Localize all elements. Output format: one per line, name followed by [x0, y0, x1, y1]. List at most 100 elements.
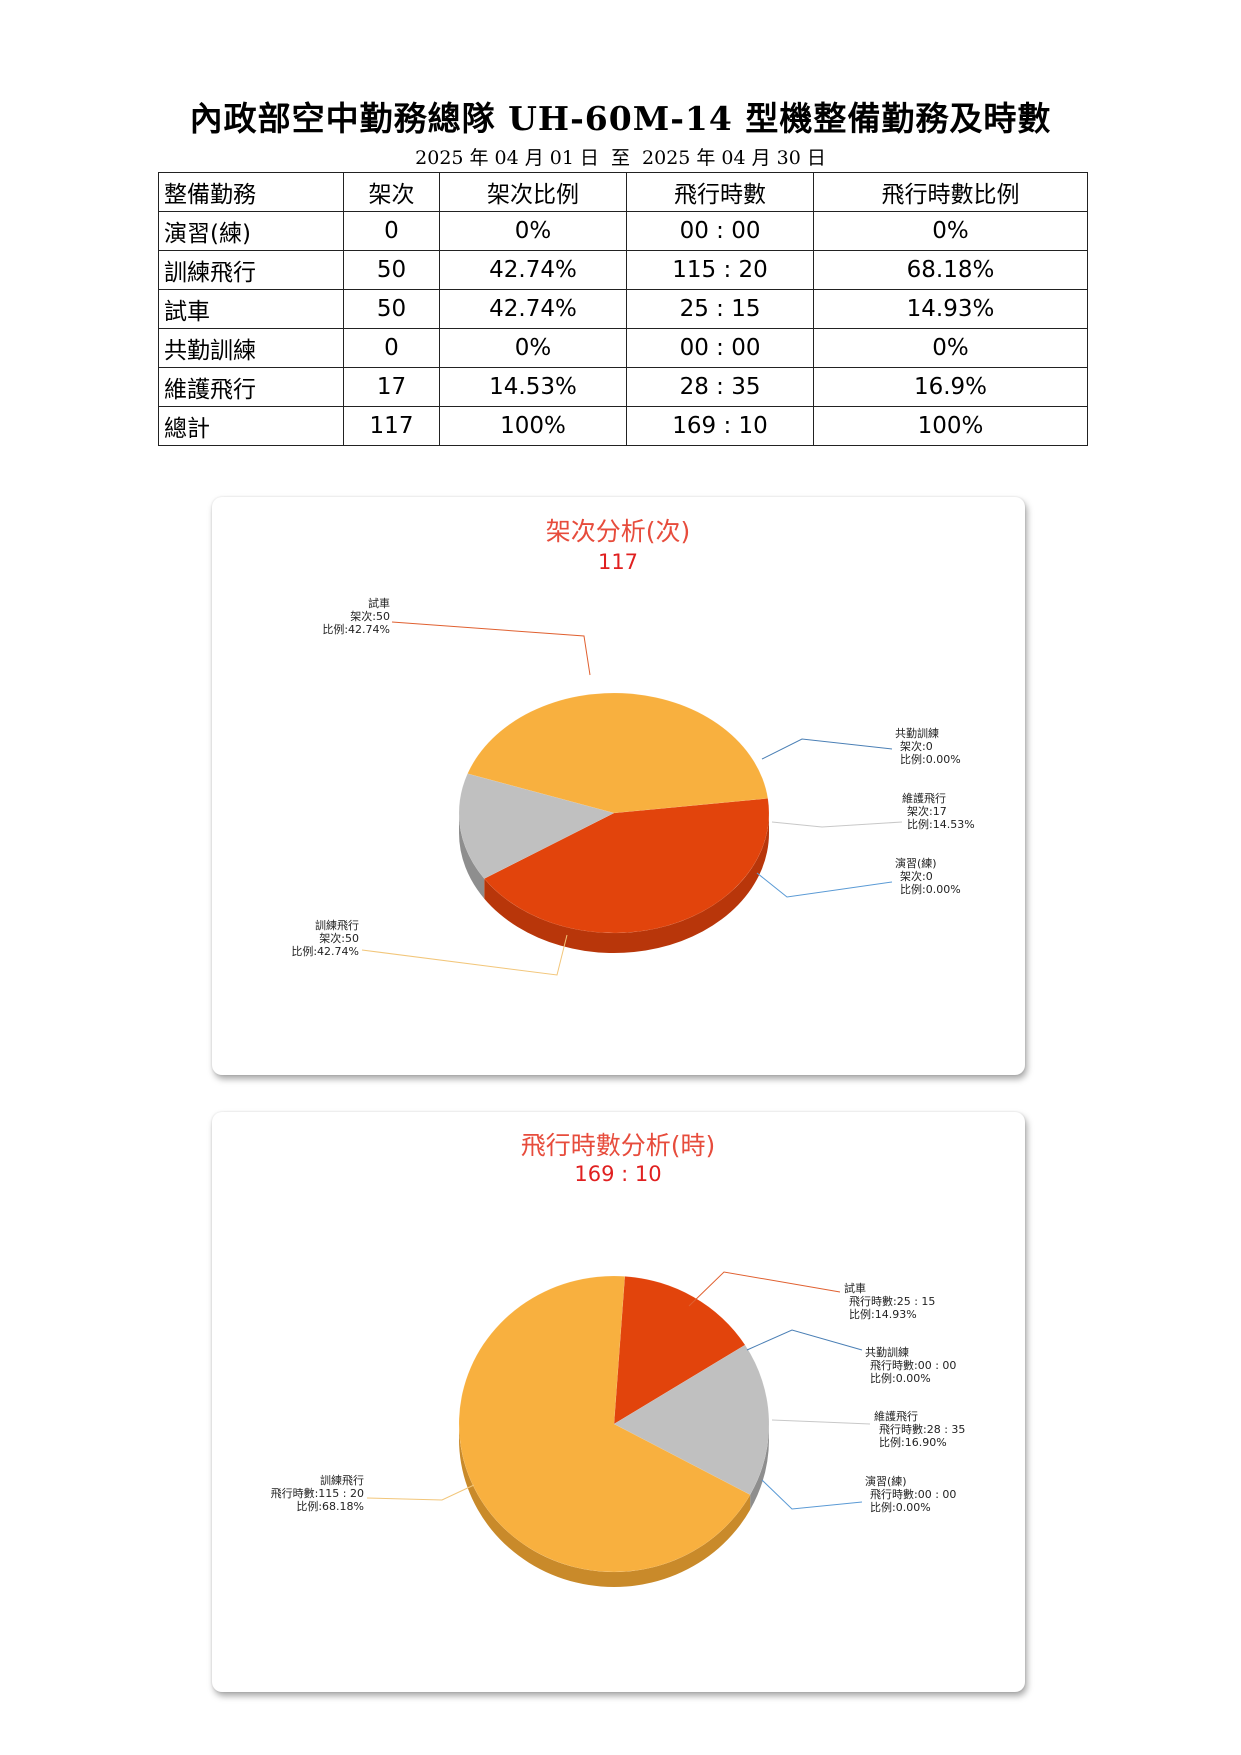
cell-sortie-ratio: 42.74% [439, 250, 628, 290]
hours-pie-chart: 飛行時數分析(時) 169 : 10 試車飛行時數:25 : 15 比例:14.9… [271, 1131, 965, 1587]
slice-label-line: 維護飛行 [874, 1409, 918, 1423]
leader-line [361, 934, 568, 976]
chart-total: 117 [598, 550, 638, 574]
cell-flight-hours: 115 : 20 [626, 250, 815, 290]
slice-label-line: 架次:17 [907, 804, 947, 818]
slice-label: 維護飛行架次:17 比例:14.53% [902, 791, 975, 831]
report-title: 內政部空中勤務總隊 UH-60M-14 型機整備勤務及時數 [189, 99, 1052, 138]
leader-line [756, 872, 893, 898]
pie-slice-訓練飛行 [458, 1275, 751, 1573]
pie-slice-試車 [613, 1276, 746, 1425]
period-day-char: 日 [806, 147, 826, 169]
slice-label-line: 比例:0.00% [900, 882, 961, 896]
cell-hours-ratio: 0% [813, 211, 1088, 251]
cell-sortie-ratio: 100% [439, 406, 628, 446]
chart-title: 架次分析(次) [546, 517, 691, 546]
slice-label-line: 演習(練) [895, 856, 937, 870]
slice-label-line: 架次:0 [900, 739, 933, 753]
slice-label-line: 飛行時數:00 : 00 [870, 1359, 956, 1372]
cell-sorties: 50 [342, 250, 441, 290]
leader-line [761, 738, 893, 760]
period-start-day: 01 [549, 147, 574, 169]
sorties-pie-chart: 架次分析(次) 117 試車架次:50 比例:42.74%共勤訓練架次:0 比例:0… [291, 517, 975, 976]
period-end-year: 2025 [642, 147, 691, 169]
slice-label-line: 共勤訓練 [895, 726, 939, 740]
table-row: 演習(練) 0 0% 00 : 00 0% [158, 211, 1088, 251]
cell-duty: 試車 [158, 289, 344, 329]
period-end-day: 30 [776, 147, 801, 169]
hours-chart-panel: 飛行時數分析(時) 169 : 10 試車飛行時數:25 : 15 比例:14.9… [212, 1112, 1025, 1692]
header-flight-hours: 飛行時數 [626, 172, 815, 212]
cell-sortie-ratio: 0% [439, 211, 628, 251]
period-day-char: 日 [579, 147, 599, 169]
leader-line [688, 1271, 841, 1307]
table-row: 共勤訓練 0 0% 00 : 00 0% [158, 328, 1088, 368]
cell-flight-hours: 00 : 00 [626, 328, 815, 368]
cell-sorties: 50 [342, 289, 441, 329]
period-end-month: 04 [721, 147, 746, 169]
slice-label: 共勤訓練架次:0 比例:0.00% [895, 726, 961, 766]
cell-duty: 共勤訓練 [158, 328, 344, 368]
cell-sorties: 0 [342, 211, 441, 251]
period-year-char: 年 [696, 147, 716, 169]
chart-total: 169 : 10 [574, 1162, 661, 1186]
pie-slice-side [750, 1424, 769, 1510]
period-month-char: 月 [751, 147, 771, 169]
slice-label: 維護飛行飛行時數:28 : 35 比例:16.90% [874, 1409, 965, 1449]
table-row: 維護飛行 17 14.53% 28 : 35 16.9% [158, 367, 1088, 407]
table-total-row: 總計 117 100% 169 : 10 100% [158, 406, 1088, 446]
header-duty: 整備勤務 [158, 172, 344, 212]
cell-flight-hours: 25 : 15 [626, 289, 815, 329]
pie-slice-維護飛行 [458, 773, 615, 879]
leader-line [771, 821, 903, 828]
slice-label-line: 比例:14.53% [907, 817, 975, 831]
cell-hours-ratio: 16.9% [813, 367, 1088, 407]
cell-hours-ratio: 0% [813, 328, 1088, 368]
leader-line [771, 1419, 871, 1425]
slice-label-line: 比例:42.74% [291, 944, 359, 958]
pie-slice-維護飛行 [613, 1344, 770, 1496]
slice-label-line: 架次:50 [350, 609, 390, 623]
cell-duty: 演習(練) [158, 211, 344, 251]
slice-label-line: 試車 [368, 596, 390, 610]
cell-sortie-ratio: 0% [439, 328, 628, 368]
slice-label-line: 共勤訓練 [865, 1345, 909, 1359]
slice-label-line: 比例:16.90% [879, 1435, 947, 1449]
period-month-char: 月 [524, 147, 544, 169]
sorties-chart-panel: 架次分析(次) 117 試車架次:50 比例:42.74% 共勤訓練架次:0 比例:0… [212, 497, 1025, 1075]
table-row: 訓練飛行 50 42.74% 115 : 20 68.18% [158, 250, 1088, 290]
report-period: 2025 年 04 月 01 日 至 2025 年 04 月 30 日 [0, 143, 1241, 170]
leader-line [391, 621, 591, 676]
slice-label-line: 比例:68.18% [296, 1499, 364, 1513]
slice-label-line: 飛行時數:28 : 35 [879, 1423, 965, 1436]
cell-duty: 維護飛行 [158, 367, 344, 407]
slice-label: 共勤訓練飛行時數:00 : 00 比例:0.00% [865, 1345, 956, 1385]
slice-label-line: 架次:0 [900, 869, 933, 883]
slice-label: 試車飛行時數:25 : 15 比例:14.93% [844, 1281, 935, 1321]
cell-flight-hours: 00 : 00 [626, 211, 815, 251]
leader-line [761, 1479, 863, 1510]
slice-label-line: 架次:50 [319, 931, 359, 945]
slice-label: 演習(練)架次:0 比例:0.00% [895, 856, 961, 896]
slice-label-line: 比例:0.00% [870, 1371, 931, 1385]
period-year-char: 年 [469, 147, 489, 169]
cell-sortie-ratio: 42.74% [439, 289, 628, 329]
slice-label-line: 飛行時數:115 : 20 [271, 1487, 364, 1500]
slice-label: 試車架次:50 比例:42.74% [322, 596, 390, 636]
header-hours-ratio: 飛行時數比例 [813, 172, 1088, 212]
cell-duty: 總計 [158, 406, 344, 446]
cell-sorties: 117 [342, 406, 441, 446]
slice-label: 演習(練)飛行時數:00 : 00 比例:0.00% [865, 1474, 956, 1514]
cell-hours-ratio: 100% [813, 406, 1088, 446]
header-sortie-ratio: 架次比例 [439, 172, 628, 212]
header-sorties: 架次 [342, 172, 441, 212]
slice-label-line: 比例:14.93% [849, 1307, 917, 1321]
leader-line [366, 1484, 475, 1501]
period-start-year: 2025 [415, 147, 464, 169]
slice-label: 訓練飛行架次:50 比例:42.74% [291, 918, 359, 958]
pie-slice-side [484, 813, 769, 953]
slice-label-line: 訓練飛行 [320, 1473, 364, 1487]
pie-slice-side [459, 813, 485, 899]
cell-sorties: 0 [342, 328, 441, 368]
table-row: 試車 50 42.74% 25 : 15 14.93% [158, 289, 1088, 329]
